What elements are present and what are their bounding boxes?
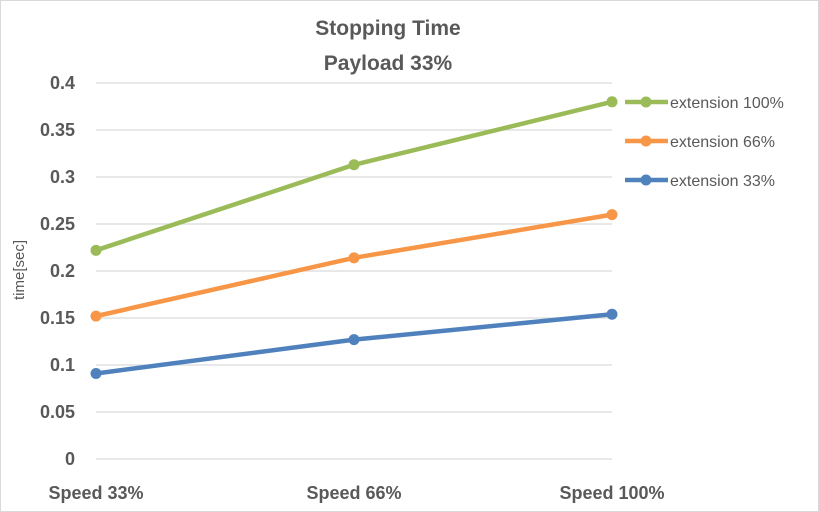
y-tick-label: 0.15 bbox=[40, 308, 75, 328]
y-tick-label: 0.35 bbox=[40, 120, 75, 140]
legend-swatch-marker bbox=[640, 135, 652, 147]
data-point bbox=[348, 334, 360, 346]
legend-label: extension 66% bbox=[670, 134, 775, 151]
y-tick-label: 0.4 bbox=[50, 73, 75, 93]
y-tick-label: 0.05 bbox=[40, 402, 75, 422]
data-point bbox=[606, 209, 618, 221]
legend-label: extension 33% bbox=[670, 173, 775, 190]
legend-swatch-marker bbox=[640, 96, 652, 108]
y-tick-label: 0.2 bbox=[50, 261, 75, 281]
data-point bbox=[606, 96, 618, 108]
x-tick-label: Speed 100% bbox=[559, 483, 664, 503]
data-point bbox=[90, 367, 102, 379]
y-axis-label: time[sec] bbox=[11, 240, 28, 300]
legend-swatch-marker bbox=[640, 174, 652, 186]
y-tick-label: 0.25 bbox=[40, 214, 75, 234]
y-tick-label: 0 bbox=[65, 449, 75, 469]
y-tick-label: 0.1 bbox=[50, 355, 75, 375]
legend-label: extension 100% bbox=[670, 95, 784, 112]
data-point bbox=[606, 308, 618, 320]
chart-subtitle: Payload 33% bbox=[324, 52, 453, 75]
x-tick-label: Speed 66% bbox=[306, 483, 401, 503]
x-tick-label: Speed 33% bbox=[48, 483, 143, 503]
data-point bbox=[348, 252, 360, 264]
chart-title: Stopping Time bbox=[315, 17, 460, 40]
y-tick-label: 0.3 bbox=[50, 167, 75, 187]
data-point bbox=[348, 159, 360, 171]
data-point bbox=[90, 244, 102, 256]
series-line bbox=[95, 212, 613, 319]
data-point bbox=[90, 310, 102, 322]
